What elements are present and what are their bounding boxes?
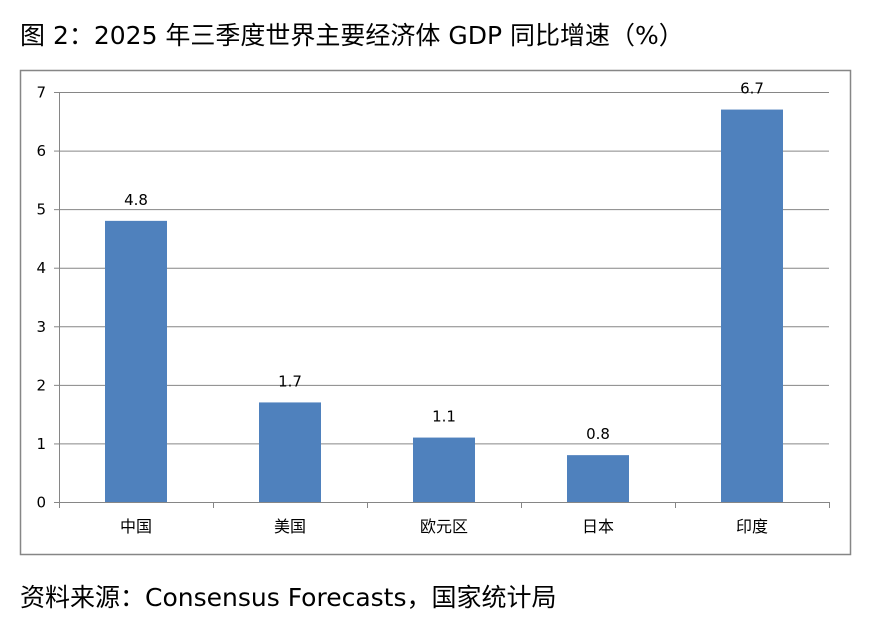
- bar-3: [413, 437, 475, 502]
- x-tick-label: 欧元区: [420, 517, 468, 536]
- y-tick-label: 5: [36, 201, 46, 219]
- bar-2: [259, 402, 321, 502]
- figure-title: 图 2：2025 年三季度世界主要经济体 GDP 同比增速（%）: [20, 21, 684, 50]
- y-tick-label: 1: [36, 435, 46, 453]
- y-tick-label: 2: [36, 376, 46, 394]
- y-tick-label: 4: [36, 259, 46, 277]
- gridlines: [59, 92, 829, 445]
- y-tick-label: 7: [36, 84, 46, 102]
- data-label: 1.7: [278, 372, 302, 390]
- labels: 0 1 2 3 4 5 6 7 4.8 中国 1.7 美国 1.1 欧元区 0.8 日本 6.7 印度: [36, 80, 768, 536]
- source-note: 资料来源：Consensus Forecasts，国家统计局: [20, 583, 557, 612]
- x-tick-label: 中国: [120, 517, 152, 536]
- data-label: 4.8: [124, 191, 148, 209]
- data-label: 0.8: [586, 425, 610, 443]
- y-tick-label: 3: [36, 318, 46, 336]
- axes: [54, 92, 830, 508]
- x-tick-label: 日本: [582, 517, 614, 536]
- y-tick-label: 0: [36, 494, 46, 512]
- data-label: 6.7: [740, 80, 764, 98]
- bars: [105, 109, 783, 503]
- bar-4: [567, 455, 629, 502]
- x-tick-label: 美国: [274, 517, 306, 536]
- data-label: 1.1: [432, 408, 456, 426]
- x-tick-label: 印度: [736, 517, 768, 536]
- bar-1: [105, 220, 167, 502]
- bar-5: [721, 109, 783, 503]
- y-tick-label: 6: [36, 142, 46, 160]
